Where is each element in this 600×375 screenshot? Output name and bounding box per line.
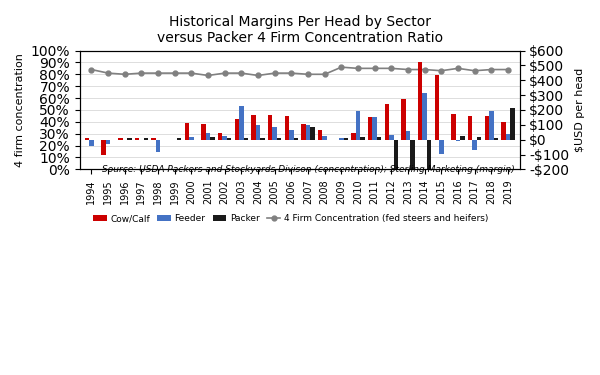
Bar: [501, 122, 506, 140]
4 Firm Concentration (fed steers and heifers): [188, 71, 195, 75]
Bar: [177, 138, 181, 140]
Bar: [223, 136, 227, 140]
Bar: [239, 106, 244, 140]
Bar: [244, 138, 248, 140]
4 Firm Concentration (fed steers and heifers): [238, 71, 245, 75]
4 Firm Concentration (fed steers and heifers): [505, 67, 512, 72]
Bar: [189, 137, 194, 140]
Bar: [277, 138, 281, 140]
4 Firm Concentration (fed steers and heifers): [205, 73, 212, 78]
Y-axis label: $USD per head: $USD per head: [575, 68, 585, 152]
Bar: [227, 138, 232, 140]
Bar: [472, 140, 477, 150]
4 Firm Concentration (fed steers and heifers): [421, 67, 428, 72]
Bar: [434, 75, 439, 140]
Bar: [151, 138, 156, 140]
Bar: [202, 124, 206, 140]
4 Firm Concentration (fed steers and heifers): [121, 72, 128, 76]
4 Firm Concentration (fed steers and heifers): [154, 71, 161, 75]
4 Firm Concentration (fed steers and heifers): [271, 71, 278, 75]
Bar: [284, 116, 289, 140]
4 Firm Concentration (fed steers and heifers): [88, 67, 95, 72]
Bar: [322, 136, 327, 140]
Bar: [401, 99, 406, 140]
4 Firm Concentration (fed steers and heifers): [104, 71, 112, 75]
Bar: [418, 62, 422, 140]
4 Firm Concentration (fed steers and heifers): [388, 66, 395, 70]
4 Firm Concentration (fed steers and heifers): [321, 72, 328, 76]
4 Firm Concentration (fed steers and heifers): [338, 65, 345, 69]
Bar: [389, 135, 394, 140]
Bar: [256, 125, 260, 140]
Bar: [318, 130, 322, 140]
Bar: [427, 140, 431, 178]
Bar: [477, 137, 481, 140]
Bar: [89, 140, 94, 146]
Bar: [211, 137, 215, 140]
Bar: [185, 123, 189, 140]
Bar: [356, 111, 360, 140]
Bar: [260, 138, 265, 140]
4 Firm Concentration (fed steers and heifers): [371, 66, 378, 70]
Bar: [468, 116, 472, 140]
Bar: [339, 138, 344, 140]
Bar: [127, 138, 131, 140]
Bar: [289, 130, 293, 140]
Bar: [293, 138, 298, 140]
Bar: [310, 127, 315, 140]
Bar: [406, 131, 410, 140]
Bar: [373, 117, 377, 140]
Bar: [351, 132, 356, 140]
Y-axis label: 4 firm concentration: 4 firm concentration: [15, 53, 25, 167]
Bar: [510, 108, 515, 140]
4 Firm Concentration (fed steers and heifers): [138, 71, 145, 75]
4 Firm Concentration (fed steers and heifers): [454, 66, 461, 70]
Bar: [118, 138, 122, 140]
Bar: [134, 138, 139, 140]
Bar: [394, 140, 398, 179]
Bar: [301, 124, 306, 140]
Bar: [377, 137, 382, 140]
Bar: [206, 132, 211, 140]
Bar: [344, 138, 348, 140]
Bar: [422, 93, 427, 140]
Bar: [439, 140, 443, 154]
Bar: [451, 114, 456, 140]
Bar: [85, 138, 89, 140]
Bar: [218, 132, 223, 140]
Bar: [506, 134, 510, 140]
4 Firm Concentration (fed steers and heifers): [221, 71, 229, 75]
4 Firm Concentration (fed steers and heifers): [471, 69, 478, 73]
Bar: [268, 115, 272, 140]
Bar: [368, 117, 373, 140]
4 Firm Concentration (fed steers and heifers): [488, 67, 495, 72]
Bar: [235, 120, 239, 140]
4 Firm Concentration (fed steers and heifers): [254, 73, 262, 78]
Bar: [460, 136, 465, 140]
Bar: [489, 111, 494, 140]
Bar: [272, 127, 277, 140]
Bar: [143, 138, 148, 140]
Line: 4 Firm Concentration (fed steers and heifers): 4 Firm Concentration (fed steers and hei…: [89, 65, 511, 78]
Bar: [306, 125, 310, 140]
Bar: [106, 140, 110, 144]
4 Firm Concentration (fed steers and heifers): [404, 67, 412, 72]
Bar: [101, 140, 106, 155]
4 Firm Concentration (fed steers and heifers): [304, 72, 311, 76]
Bar: [410, 140, 415, 178]
Bar: [385, 104, 389, 140]
4 Firm Concentration (fed steers and heifers): [437, 69, 445, 73]
Bar: [360, 137, 365, 140]
Bar: [251, 115, 256, 140]
4 Firm Concentration (fed steers and heifers): [171, 71, 178, 75]
4 Firm Concentration (fed steers and heifers): [355, 66, 362, 70]
Text: Source: USDA Packers and Stockyards Divison (concentration); Sterling Marketing : Source: USDA Packers and Stockyards Divi…: [102, 165, 515, 174]
Legend: Cow/Calf, Feeder, Packer, 4 Firm Concentration (fed steers and heifers): Cow/Calf, Feeder, Packer, 4 Firm Concent…: [90, 210, 492, 226]
Bar: [156, 140, 160, 152]
Title: Historical Margins Per Head by Sector
versus Packer 4 Firm Concentration Ratio: Historical Margins Per Head by Sector ve…: [157, 15, 443, 45]
Bar: [456, 140, 460, 141]
4 Firm Concentration (fed steers and heifers): [288, 71, 295, 75]
Bar: [485, 116, 489, 140]
Bar: [494, 138, 498, 140]
